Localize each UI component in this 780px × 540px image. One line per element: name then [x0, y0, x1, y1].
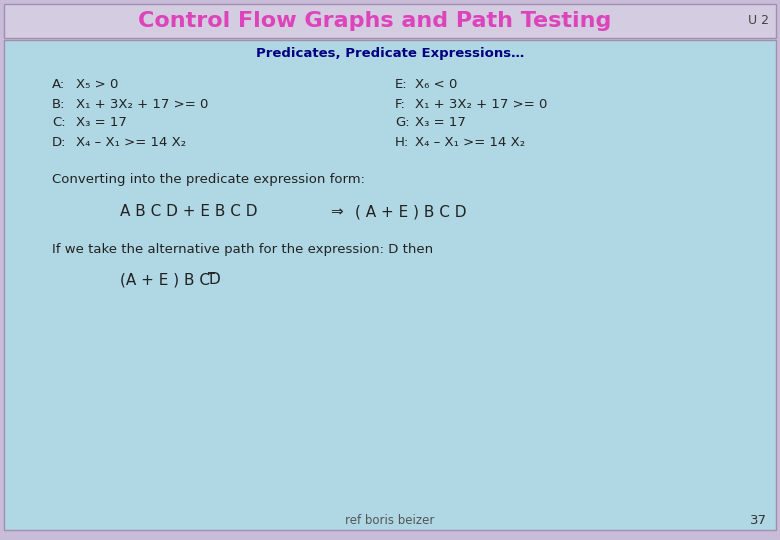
Text: ref boris beizer: ref boris beizer	[346, 514, 434, 526]
Text: (A + E ) B C: (A + E ) B C	[120, 273, 215, 287]
Text: G:: G:	[395, 117, 410, 130]
Text: X₆ < 0: X₆ < 0	[415, 78, 457, 91]
Text: If we take the alternative path for the expression: D then: If we take the alternative path for the …	[52, 244, 433, 256]
Text: Converting into the predicate expression form:: Converting into the predicate expression…	[52, 173, 365, 186]
Text: X₁ + 3X₂ + 17 >= 0: X₁ + 3X₂ + 17 >= 0	[415, 98, 548, 111]
Text: A:: A:	[52, 78, 66, 91]
Text: D:: D:	[52, 136, 66, 148]
Text: ⇒: ⇒	[330, 205, 342, 219]
Text: 37: 37	[750, 514, 767, 526]
Text: A B C D + E B C D: A B C D + E B C D	[120, 205, 257, 219]
Text: X₄ – X₁ >= 14 X₂: X₄ – X₁ >= 14 X₂	[415, 136, 525, 148]
Bar	[4, 4, 776, 38]
Text: C:: C:	[52, 117, 66, 130]
Text: Predicates, Predicate Expressions…: Predicates, Predicate Expressions…	[256, 46, 524, 59]
Text: X₃ = 17: X₃ = 17	[76, 117, 127, 130]
Text: U 2: U 2	[747, 15, 768, 28]
Text: X₁ + 3X₂ + 17 >= 0: X₁ + 3X₂ + 17 >= 0	[76, 98, 208, 111]
Text: X₄ – X₁ >= 14 X₂: X₄ – X₁ >= 14 X₂	[76, 136, 186, 148]
Text: F:: F:	[395, 98, 406, 111]
Text: D: D	[208, 273, 220, 287]
Text: X₅ > 0: X₅ > 0	[76, 78, 119, 91]
Text: H:: H:	[395, 136, 410, 148]
Text: E:: E:	[395, 78, 408, 91]
Text: B:: B:	[52, 98, 66, 111]
Text: X₃ = 17: X₃ = 17	[415, 117, 466, 130]
Text: Control Flow Graphs and Path Testing: Control Flow Graphs and Path Testing	[138, 11, 612, 31]
Text: ( A + E ) B C D: ( A + E ) B C D	[355, 205, 466, 219]
